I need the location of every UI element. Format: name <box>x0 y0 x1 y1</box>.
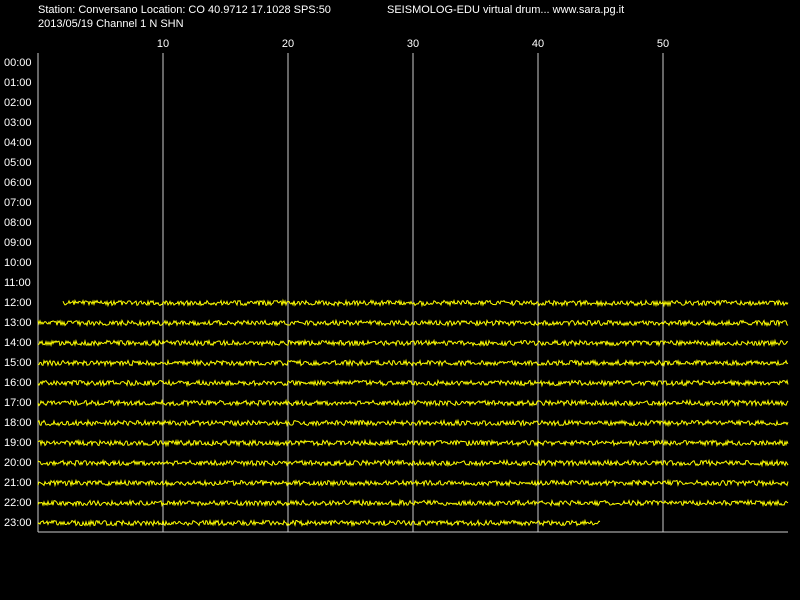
trace <box>37 458 789 468</box>
trace <box>37 478 789 488</box>
hour-label: 17:00 <box>4 397 32 409</box>
x-tick-label: 10 <box>157 38 169 50</box>
trace <box>37 498 789 508</box>
hour-label: 09:00 <box>4 237 32 249</box>
date-channel: 2013/05/19 Channel 1 N SHN <box>38 18 184 30</box>
hour-label: 18:00 <box>4 417 32 429</box>
hour-label: 00:00 <box>4 57 32 69</box>
hour-label: 05:00 <box>4 157 32 169</box>
source-info: SEISMOLOG-EDU virtual drum... www.sara.p… <box>387 4 624 16</box>
hour-label: 22:00 <box>4 497 32 509</box>
hour-label: 01:00 <box>4 77 32 89</box>
trace <box>37 418 789 428</box>
hour-label: 10:00 <box>4 257 32 269</box>
station-info: Station: Conversano Location: CO 40.9712… <box>38 4 331 16</box>
hour-label: 16:00 <box>4 377 32 389</box>
hour-label: 02:00 <box>4 97 32 109</box>
trace <box>37 378 789 388</box>
hour-label: 04:00 <box>4 137 32 149</box>
x-tick-label: 20 <box>282 38 294 50</box>
hour-label: 20:00 <box>4 457 32 469</box>
trace <box>37 338 789 348</box>
x-tick-label: 30 <box>407 38 419 50</box>
trace <box>37 398 789 408</box>
hour-label: 14:00 <box>4 337 32 349</box>
hour-label: 11:00 <box>4 277 31 289</box>
trace <box>37 318 789 328</box>
trace <box>37 518 601 528</box>
hour-label: 23:00 <box>4 517 32 529</box>
hour-label: 07:00 <box>4 197 32 209</box>
hour-label: 13:00 <box>4 317 32 329</box>
hour-label: 06:00 <box>4 177 32 189</box>
x-tick-label: 40 <box>532 38 544 50</box>
hour-label: 08:00 <box>4 217 32 229</box>
hour-label: 21:00 <box>4 477 32 489</box>
hour-label: 12:00 <box>4 297 32 309</box>
hour-label: 03:00 <box>4 117 32 129</box>
hour-label: 15:00 <box>4 357 32 369</box>
x-tick-label: 50 <box>657 38 669 50</box>
hour-label: 19:00 <box>4 437 32 449</box>
trace <box>62 298 789 308</box>
trace <box>37 438 789 448</box>
trace <box>37 358 789 368</box>
